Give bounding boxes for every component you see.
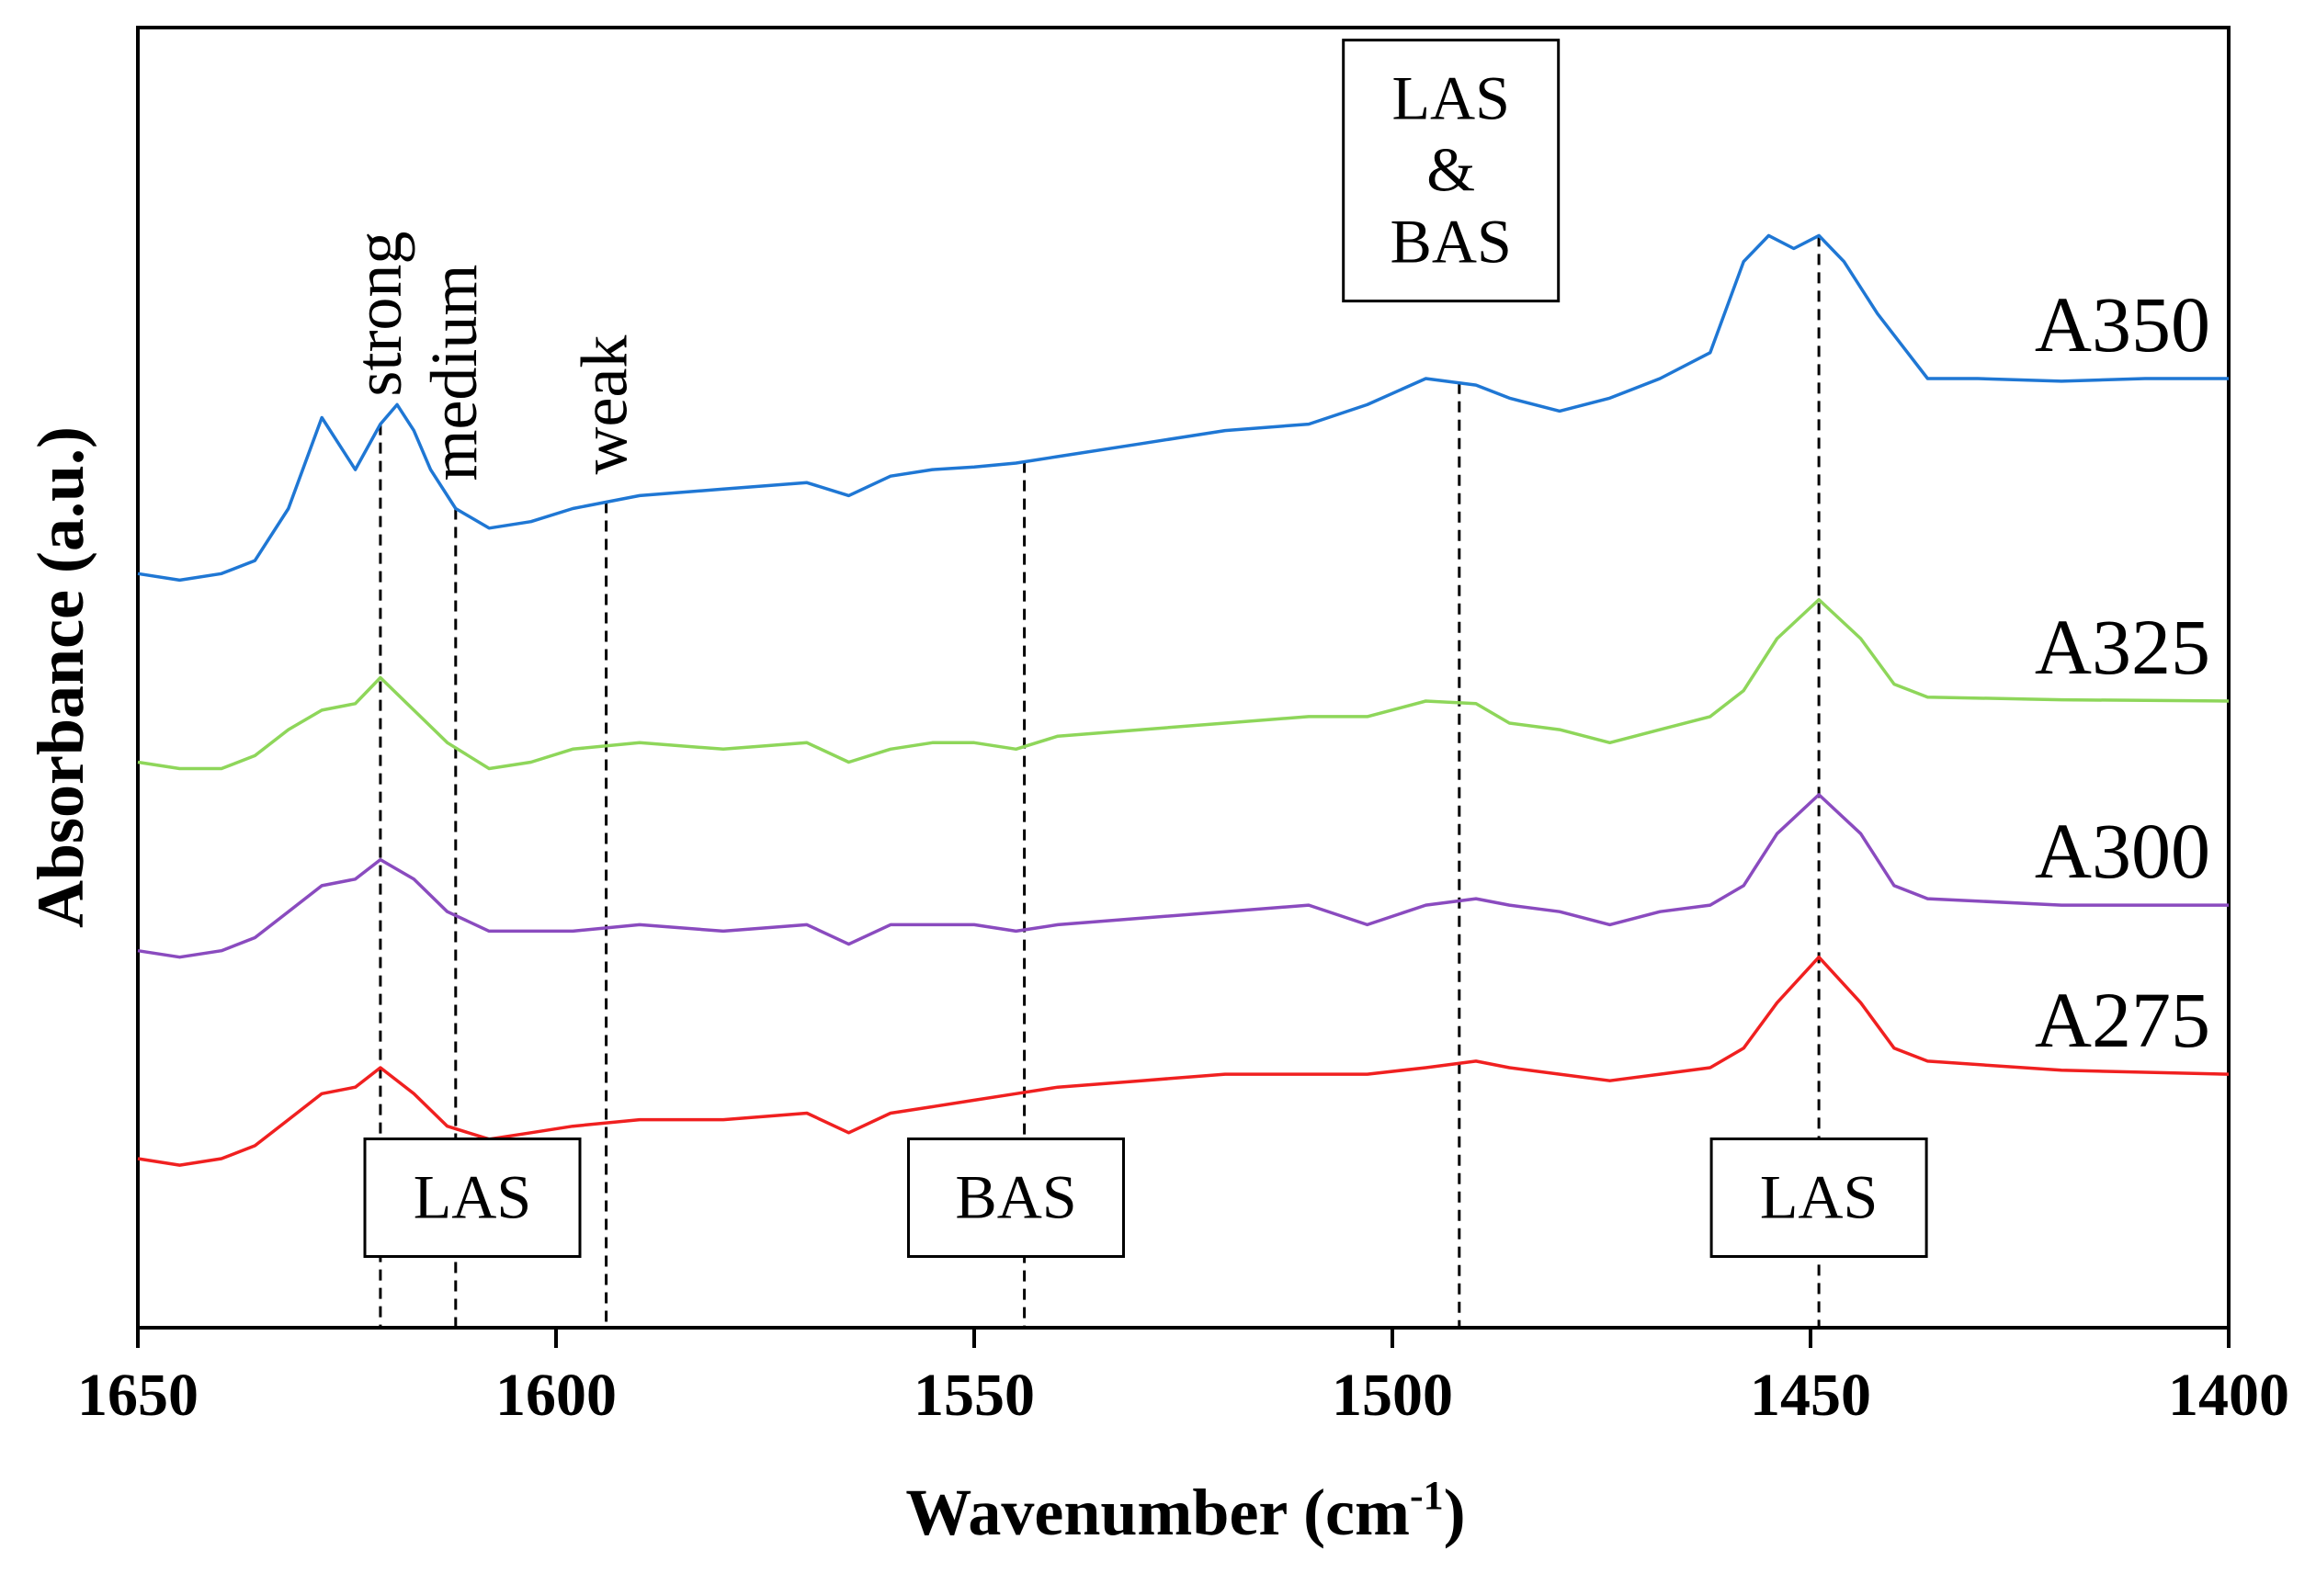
series-line-a275 <box>137 955 2230 1167</box>
annotation-box-frame <box>1342 39 1561 303</box>
series-group: A350 A325 A300 A275 <box>137 233 2230 1167</box>
x-axis-title-sup: -1 <box>1410 1473 1444 1518</box>
x-axis-title-main: Wavenumber (cm <box>905 1476 1410 1549</box>
series-label-a300: A300 <box>2035 807 2210 895</box>
series-line-a325 <box>137 597 2230 771</box>
x-tick-label: 1400 <box>2168 1362 2289 1429</box>
x-tick-label: 1600 <box>495 1362 617 1429</box>
annotation-box-text: BAS <box>955 1161 1076 1231</box>
annotation-box-text: BAS <box>1391 206 1512 276</box>
x-tick-label: 1650 <box>77 1362 199 1429</box>
annotation-box-text: LAS <box>1391 62 1509 132</box>
annotation-box-text: LAS <box>1760 1161 1878 1231</box>
annotation-box: LAS <box>1709 1138 1928 1258</box>
plot-frame <box>136 26 2231 1330</box>
series-label-a325: A325 <box>2035 603 2210 691</box>
series-line-a300 <box>137 793 2229 959</box>
x-axis-ticks: 1650 1600 1550 1500 1450 1400 <box>77 1328 2289 1429</box>
y-axis-title: Absorbance (a.u.) <box>24 426 97 928</box>
series-label-a350: A350 <box>2035 280 2210 368</box>
annotation-box: LAS&BAS <box>1342 39 1561 303</box>
annotation-box: LAS <box>363 1138 582 1258</box>
peak-label-medium: medium <box>417 265 491 481</box>
annotation-box-frame <box>1709 1138 1928 1258</box>
x-tick-label: 1500 <box>1332 1362 1453 1429</box>
annotation-box-text: LAS <box>414 1161 531 1231</box>
series-line-a350 <box>137 233 2229 583</box>
annotation-box-frame <box>363 1138 582 1258</box>
peak-label-weak: weak <box>568 335 641 475</box>
x-axis-title-close: ) <box>1444 1476 1466 1549</box>
x-tick-label: 1550 <box>914 1362 1035 1429</box>
annotation-box: BAS <box>907 1138 1125 1258</box>
annotation-box-text: & <box>1426 134 1475 204</box>
peak-labels: strong medium weak <box>342 232 641 481</box>
annotation-box-frame <box>907 1138 1125 1258</box>
x-axis-title: Wavenumber (cm-1) <box>905 1473 1465 1549</box>
peak-label-strong: strong <box>342 232 415 397</box>
x-tick-label: 1450 <box>1750 1362 1871 1429</box>
series-label-a275: A275 <box>2035 976 2210 1064</box>
